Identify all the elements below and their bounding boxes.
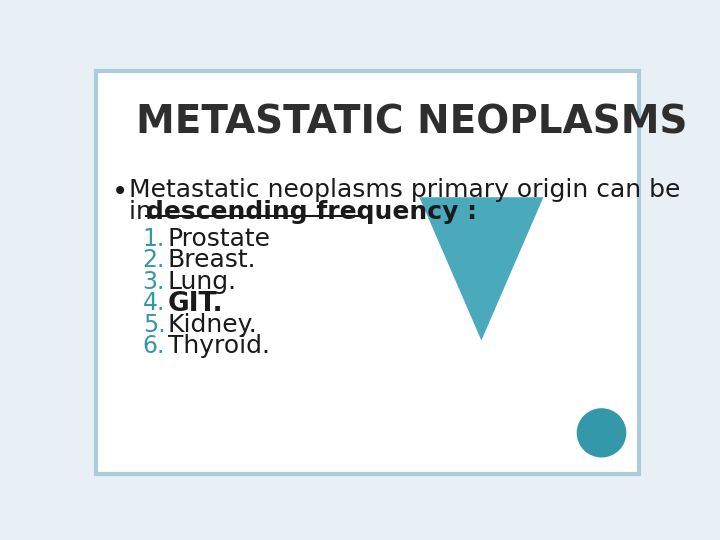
Text: Prostate: Prostate: [168, 226, 271, 251]
Text: •: •: [112, 178, 128, 206]
Text: Thyroid.: Thyroid.: [168, 334, 269, 359]
Text: GIT.: GIT.: [168, 291, 223, 317]
Text: 4.: 4.: [143, 291, 165, 315]
Text: Kidney.: Kidney.: [168, 313, 257, 337]
Text: in: in: [129, 200, 160, 224]
Text: descending frequency :: descending frequency :: [145, 200, 477, 224]
Polygon shape: [419, 197, 544, 340]
Text: Metastatic neoplasms primary origin can be: Metastatic neoplasms primary origin can …: [129, 178, 680, 202]
Text: 6.: 6.: [143, 334, 165, 359]
Text: 5.: 5.: [143, 313, 166, 337]
Text: Lung.: Lung.: [168, 269, 237, 294]
Circle shape: [577, 408, 626, 457]
Text: Breast.: Breast.: [168, 248, 256, 272]
Text: METASTATIC NEOPLASMS: METASTATIC NEOPLASMS: [137, 103, 688, 141]
Text: 1.: 1.: [143, 226, 165, 251]
Text: 3.: 3.: [143, 269, 165, 294]
Text: 2.: 2.: [143, 248, 165, 272]
FancyBboxPatch shape: [96, 71, 639, 475]
